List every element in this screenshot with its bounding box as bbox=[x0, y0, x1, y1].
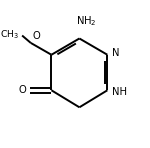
Text: N: N bbox=[112, 48, 120, 58]
Text: NH$_2$: NH$_2$ bbox=[76, 14, 96, 28]
Text: O: O bbox=[32, 31, 40, 41]
Text: O: O bbox=[18, 85, 26, 95]
Text: CH$_3$: CH$_3$ bbox=[0, 29, 20, 41]
Text: NH: NH bbox=[112, 87, 127, 97]
